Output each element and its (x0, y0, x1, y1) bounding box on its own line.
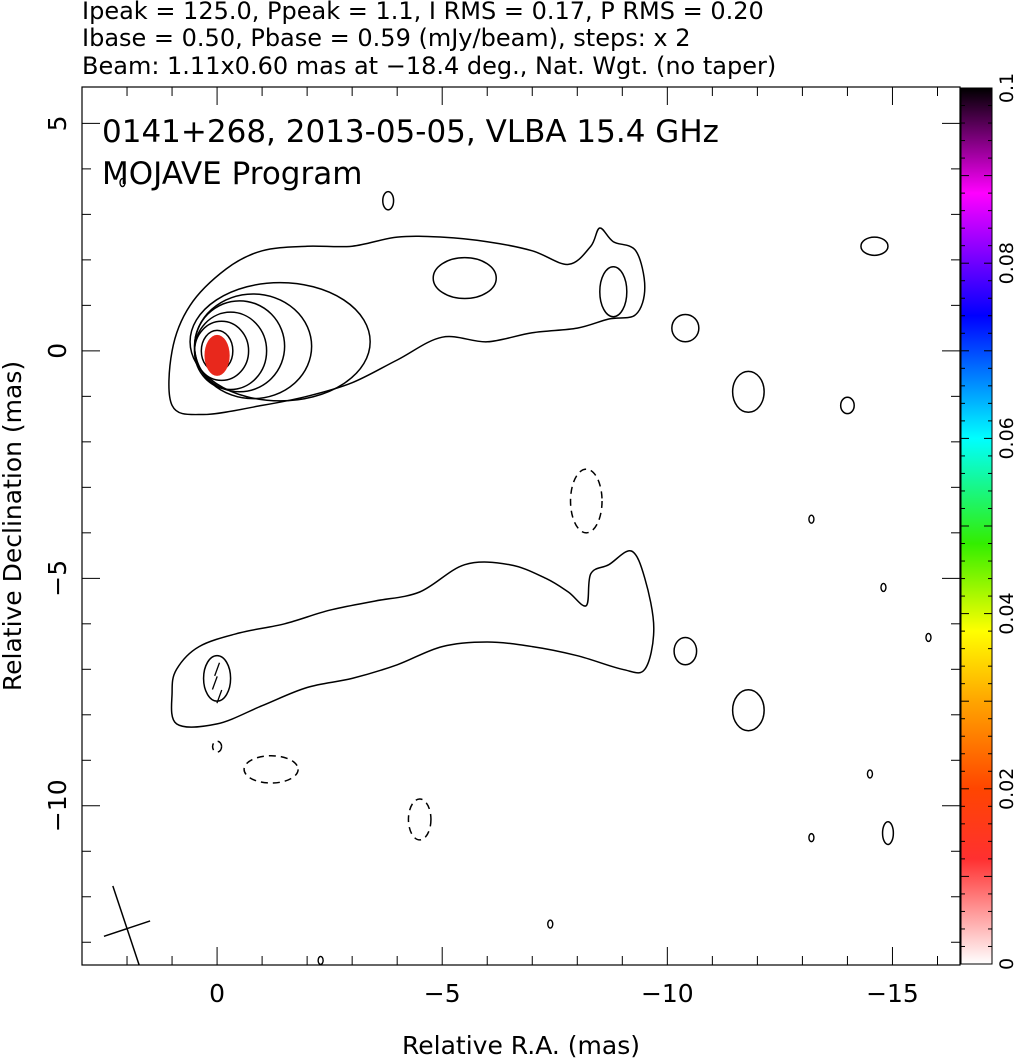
y-tick-label: 5 (43, 115, 72, 131)
plot-frame (81, 86, 961, 966)
axis-tick-labels: 0 −5 −10 −15 5 0 −5 −10 (43, 115, 919, 1008)
axis-ticks (82, 87, 960, 965)
intensity-contours (103, 190, 889, 965)
header-line-2: Ibase = 0.50, Pbase = 0.59 (mJy/beam), s… (82, 24, 691, 52)
header-line-1: Ipeak = 125.0, Ppeak = 1.1, I RMS = 0.17… (82, 0, 764, 25)
chart-subtitle: MOJAVE Program (102, 156, 362, 192)
pol-outer-contour (170, 550, 655, 728)
colorbar-tick-label: 0.04 (996, 592, 1018, 634)
evpa-stick (216, 689, 223, 704)
pol-negative-contour (407, 798, 432, 841)
pol-negative-contour (211, 740, 223, 753)
x-tick-label: −5 (424, 979, 461, 1008)
minor-feature (808, 832, 815, 843)
minor-feature (925, 632, 932, 643)
jet-component-contour (432, 256, 497, 300)
colorbar-tick-label: 0 (996, 958, 1018, 970)
y-tick-label: 0 (43, 343, 72, 359)
pol-component-contour (731, 689, 765, 732)
polarization-contours (170, 550, 895, 846)
evpa-stick (211, 676, 218, 690)
jet-contour (168, 227, 646, 416)
jet-component-contour (671, 313, 700, 343)
minor-feature (866, 769, 874, 779)
chart-title: 0141+268, 2013-05-05, VLBA 15.4 GHz (102, 114, 719, 150)
beam-minor-axis (103, 920, 151, 937)
core-contour (189, 281, 371, 402)
colorbar-tick-label: 0.1 (996, 73, 1018, 103)
colorbar-tick-label: 0.08 (996, 242, 1018, 284)
minor-feature (119, 177, 126, 188)
evpa-stick (214, 662, 221, 677)
minor-feature (880, 582, 887, 593)
minor-features (119, 177, 932, 965)
beam-marker (103, 885, 151, 965)
header-line-3: Beam: 1.11x0.60 mas at −18.4 deg., Nat. … (82, 52, 776, 80)
x-tick-label: −15 (866, 979, 919, 1008)
x-tick-label: 0 (209, 979, 225, 1008)
pol-component-contour (673, 636, 698, 666)
minor-feature (808, 514, 815, 524)
jet-component-contour (599, 265, 628, 318)
jet-component-contour (382, 190, 395, 211)
jet-component-contour (860, 236, 889, 257)
jet-component-contour (839, 396, 855, 415)
colorbar-ticks: 0 0.02 0.04 0.06 0.08 0.1 (961, 73, 1018, 970)
pol-component-contour (881, 820, 895, 846)
pol-negative-contour (243, 754, 299, 784)
jet-component-contour (731, 370, 765, 414)
negative-contour (569, 468, 603, 534)
y-tick-label: −10 (43, 779, 72, 832)
minor-feature (547, 919, 554, 929)
y-tick-label: −5 (43, 560, 72, 597)
colorbar-tick-label: 0.06 (996, 417, 1018, 459)
x-tick-label: −10 (641, 979, 694, 1008)
minor-feature (317, 955, 324, 965)
colorbar-tick-label: 0.02 (996, 768, 1018, 810)
polarized-emission (204, 334, 230, 376)
y-axis-title: Relative Declination (mas) (0, 361, 27, 691)
x-axis-title: Relative R.A. (mas) (402, 1031, 640, 1060)
